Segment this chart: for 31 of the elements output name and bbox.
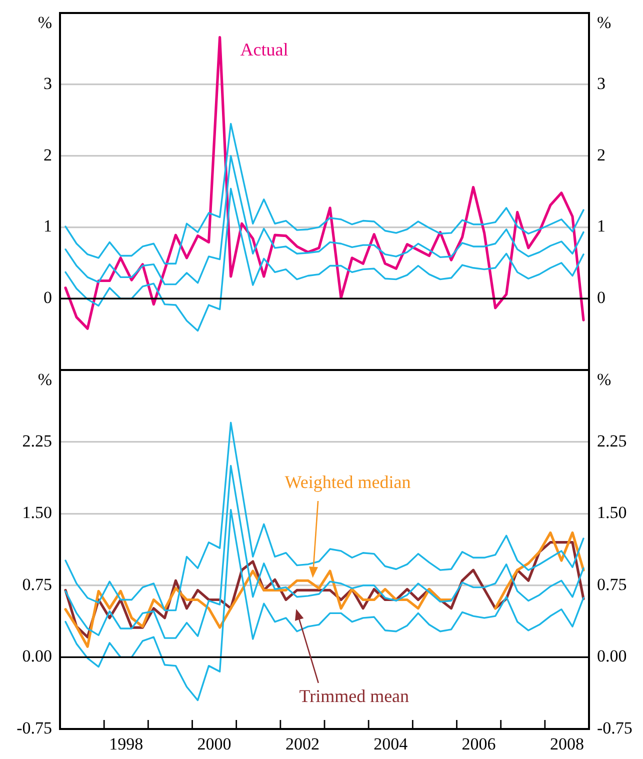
y-tick-label: 0 [44, 288, 52, 308]
y-axis-title: % [38, 12, 52, 32]
y-tick-label: 3 [44, 74, 52, 93]
y-tick-label: 0.75 [22, 574, 52, 594]
x-tick-label: 1998 [109, 734, 144, 754]
text: Weighted median [284, 472, 411, 492]
y2-tick-label: 0 [597, 288, 606, 308]
x-tick-label: 2008 [550, 734, 584, 754]
y2-axis-title: % [597, 370, 612, 389]
y-axis-title: % [38, 370, 52, 389]
y2-tick-label: 1.50 [597, 503, 627, 522]
y2-axis-title: % [597, 12, 612, 32]
y-tick-label: 2.25 [22, 431, 52, 450]
y2-tick-label: 2 [597, 145, 606, 164]
text: Trimmed mean [299, 686, 410, 706]
y2-tick-label: -0.75 [597, 718, 632, 738]
y2-tick-label: 0.75 [597, 574, 627, 594]
y-tick-label: 2 [44, 145, 52, 164]
x-tick-label: 2002 [285, 734, 320, 754]
series-label: Actual [240, 40, 288, 60]
y2-tick-label: 3 [597, 74, 606, 93]
y-tick-label: -0.75 [16, 718, 52, 738]
y-tick-label: 0.00 [22, 646, 52, 666]
x-tick-label: 2000 [197, 734, 232, 754]
y-tick-label: 1 [44, 216, 52, 236]
y2-tick-label: 0.00 [597, 646, 627, 666]
y-tick-label: 1.50 [22, 503, 52, 522]
y2-tick-label: 2.25 [597, 431, 627, 450]
x-tick-label: 2004 [374, 734, 408, 754]
x-tick-label: 2006 [462, 734, 496, 754]
y2-tick-label: 1 [597, 216, 606, 236]
